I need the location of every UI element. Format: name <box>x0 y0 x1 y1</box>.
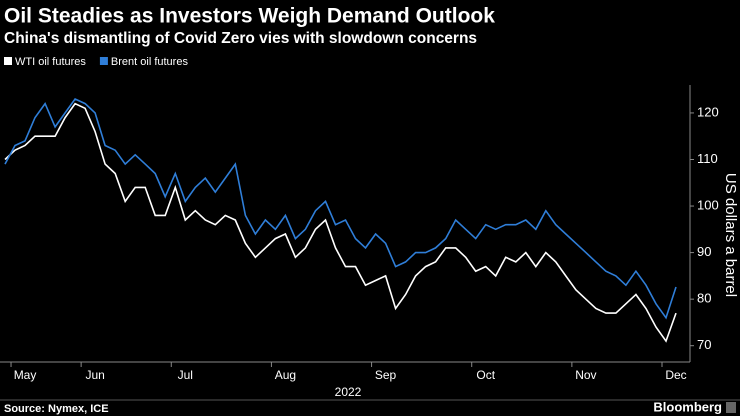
x-tick-label: Nov <box>575 368 596 382</box>
y-tick-label: 100 <box>697 197 719 212</box>
x-axis-label: 2022 <box>335 385 362 399</box>
y-tick-label: 70 <box>697 337 711 352</box>
x-tick-label: Aug <box>275 368 296 382</box>
y-axis-label: US dollars a barrel <box>722 173 739 297</box>
legend-swatch <box>99 57 108 65</box>
x-tick-label: Jul <box>178 368 193 382</box>
chart-subtitle: China's dismantling of Covid Zero vies w… <box>4 30 477 47</box>
brand: Bloomberg <box>653 399 722 414</box>
x-tick-label: Sep <box>375 368 397 382</box>
y-tick-label: 110 <box>697 151 718 166</box>
y-tick-label: 120 <box>697 104 719 119</box>
legend-label: Brent oil futures <box>111 56 189 68</box>
x-tick-label: Dec <box>665 368 686 382</box>
series-line <box>4 102 677 343</box>
legend-swatch <box>4 57 12 65</box>
x-tick-label: Jun <box>85 368 104 382</box>
y-tick-label: 80 <box>697 291 711 306</box>
y-tick-label: 90 <box>697 244 711 259</box>
series-line <box>4 97 677 320</box>
brand-icon <box>726 402 736 413</box>
chart-title: Oil Steadies as Investors Weigh Demand O… <box>4 5 495 28</box>
legend-label: WTI oil futures <box>15 56 86 68</box>
x-tick-label: May <box>14 368 37 382</box>
x-tick-label: Oct <box>476 368 495 382</box>
source: Source: Nymex, ICE <box>4 403 109 415</box>
